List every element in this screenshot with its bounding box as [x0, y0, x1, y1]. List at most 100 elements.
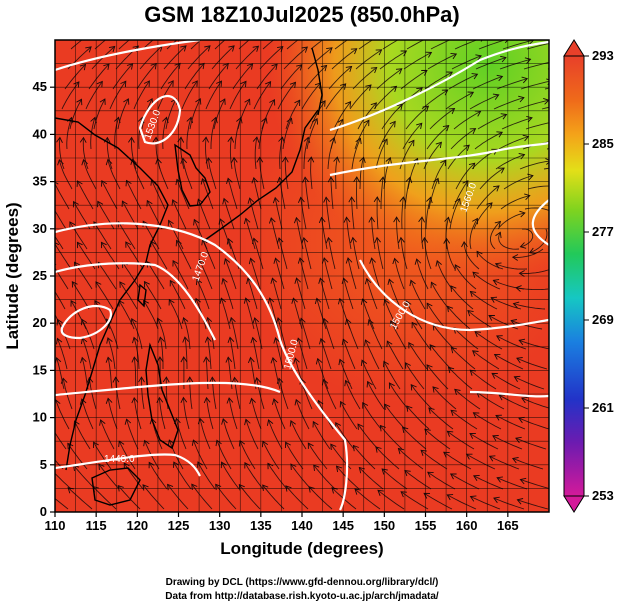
- streamline-arrowhead: [307, 156, 315, 163]
- streamline-arrowhead: [282, 29, 288, 34]
- streamline-arrowhead: [519, 210, 526, 218]
- streamline: [426, 302, 447, 330]
- streamline: [180, 137, 185, 170]
- plot-area: 1440.0 1470.0 1500.0 1530.0 1560.0 1500.…: [48, 28, 549, 512]
- streamline: [402, 426, 427, 450]
- streamline-arrowhead: [114, 29, 120, 34]
- streamline-arrowhead: [289, 419, 296, 427]
- streamline: [398, 448, 424, 470]
- coastline-japan: [204, 109, 319, 241]
- streamline-arrowhead: [55, 181, 59, 185]
- x-tick-label: 110: [45, 518, 66, 533]
- streamline-arrowhead: [120, 80, 127, 88]
- streamline-arrowhead: [262, 484, 269, 491]
- streamline-arrowhead: [450, 409, 457, 416]
- streamline-arrowhead: [469, 495, 477, 502]
- streamline-arrowhead: [545, 158, 549, 165]
- streamline-arrowhead: [293, 216, 301, 224]
- x-tick-label: 125: [168, 518, 190, 533]
- streamline: [496, 477, 528, 490]
- streamline-arrowhead: [181, 316, 189, 324]
- streamline-arrowhead: [209, 376, 216, 383]
- streamline: [448, 366, 473, 390]
- x-tick-label: 160: [456, 518, 478, 533]
- streamline: [230, 317, 239, 350]
- x-tick-label: 165: [497, 518, 519, 533]
- streamline: [519, 269, 549, 274]
- streamline-arrowhead: [143, 280, 150, 288]
- streamline-arrowhead: [448, 107, 456, 115]
- streamline: [316, 298, 327, 330]
- streamline: [516, 357, 548, 370]
- streamline: [256, 377, 265, 410]
- streamline: [401, 197, 404, 230]
- contour-east-mid: [469, 390, 549, 398]
- streamline: [285, 99, 301, 130]
- streamline: [423, 142, 442, 170]
- streamline: [362, 402, 382, 430]
- streamline: [175, 418, 187, 450]
- streamline-arrowhead: [454, 197, 461, 205]
- streamline-arrowhead: [406, 405, 413, 412]
- streamline: [55, 235, 64, 250]
- streamline: [66, 117, 73, 150]
- streamline: [82, 137, 89, 170]
- streamline-arrowhead: [486, 202, 493, 209]
- streamline: [139, 45, 163, 70]
- streamline: [450, 409, 478, 430]
- streamline-arrowhead: [389, 120, 396, 128]
- streamline: [235, 45, 259, 70]
- streamline-arrowhead: [488, 315, 495, 321]
- streamline-arrowhead: [402, 426, 409, 433]
- streamline-arrowhead: [67, 442, 74, 450]
- streamline-arrowhead: [219, 297, 226, 305]
- streamline-arrowhead: [314, 297, 322, 305]
- streamline-arrowhead: [202, 136, 210, 143]
- contour-1560: [329, 40, 549, 132]
- streamline: [355, 49, 382, 70]
- streamline: [228, 397, 238, 430]
- streamline-arrowhead: [185, 28, 191, 34]
- streamline-arrowhead: [467, 310, 474, 317]
- streamline-arrowhead: [446, 430, 454, 437]
- streamline-arrowhead: [381, 138, 388, 145]
- streamline: [445, 91, 474, 110]
- streamline-arrowhead: [325, 236, 333, 244]
- streamline-arrowhead: [369, 257, 376, 264]
- streamline-arrowhead: [469, 128, 477, 135]
- streamline-arrowhead: [203, 396, 211, 404]
- streamline-arrowhead: [49, 422, 54, 428]
- streamline: [490, 297, 522, 310]
- x-tick-label: 140: [291, 518, 313, 533]
- streamline: [284, 157, 289, 190]
- streamline: [205, 80, 222, 110]
- streamline: [521, 397, 549, 409]
- streamline-arrowhead: [180, 396, 188, 403]
- streamline: [357, 423, 379, 450]
- streamline-arrowhead: [248, 257, 256, 265]
- streamline-arrowhead: [85, 46, 92, 53]
- streamline-arrowhead: [491, 148, 498, 155]
- streamline-arrowhead: [323, 196, 330, 203]
- streamline: [384, 403, 406, 430]
- streamline-arrowhead: [98, 463, 105, 470]
- streamline: [146, 261, 165, 290]
- streamline-arrowhead: [162, 376, 170, 383]
- streamline: [541, 106, 549, 110]
- streamline-arrowhead: [418, 216, 426, 223]
- streamline-arrowhead: [167, 219, 174, 227]
- streamline-arrowhead: [99, 419, 106, 426]
- streamline: [429, 344, 452, 370]
- streamline: [352, 237, 360, 270]
- streamline-arrowhead: [48, 467, 54, 473]
- streamline-arrowhead: [529, 40, 535, 45]
- streamline-arrowhead: [426, 302, 433, 309]
- streamline-arrowhead: [230, 156, 238, 164]
- streamline: [473, 412, 502, 430]
- streamline: [131, 137, 137, 170]
- streamline: [319, 278, 330, 310]
- streamline-arrowhead: [524, 193, 531, 201]
- streamline-arrowhead: [493, 353, 501, 360]
- streamline-arrowhead: [379, 176, 386, 183]
- streamline-arrowhead: [387, 278, 394, 286]
